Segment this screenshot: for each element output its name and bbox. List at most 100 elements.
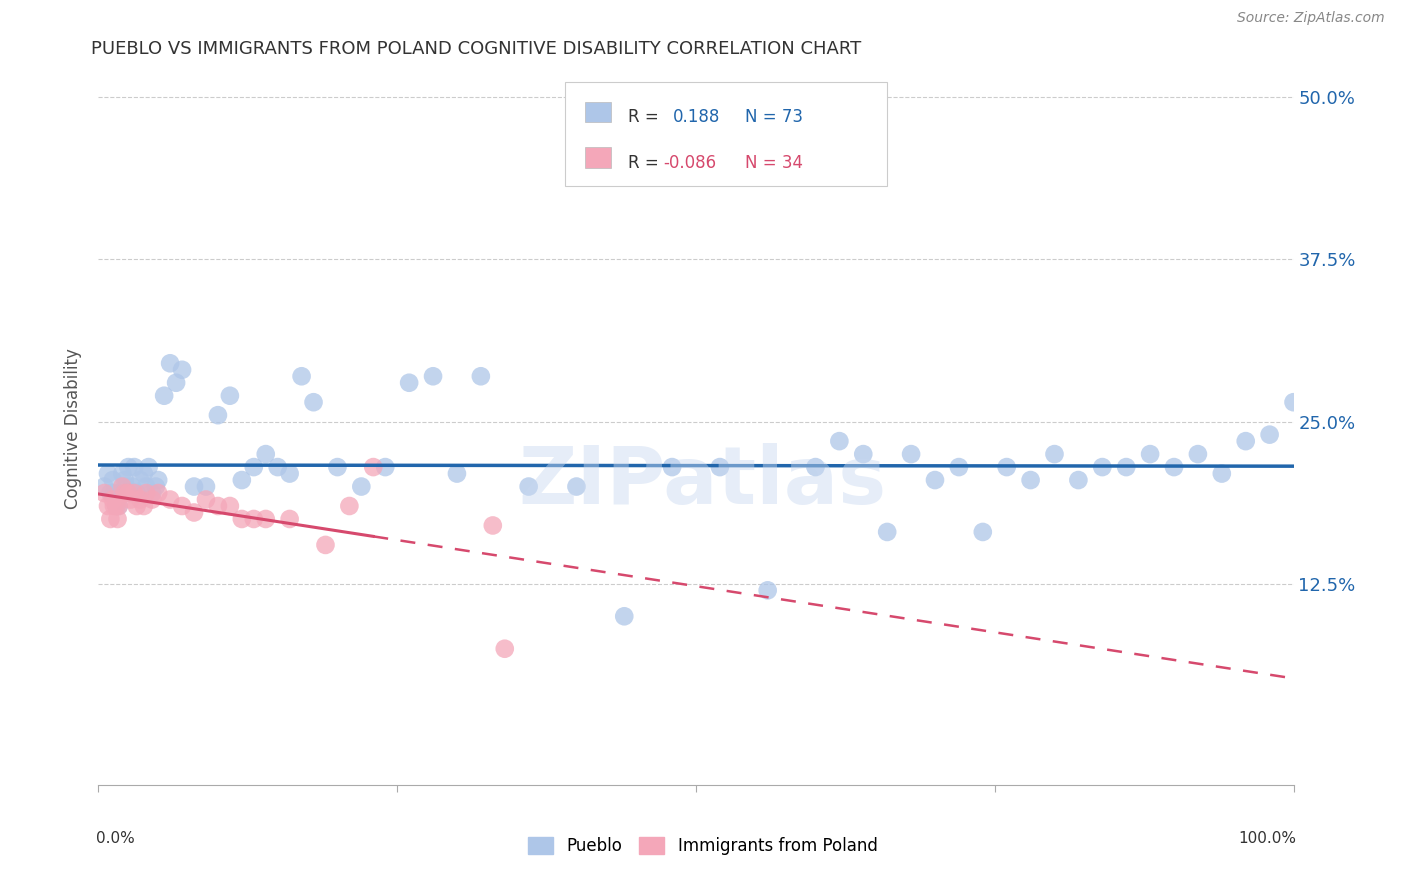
Point [398,376,420,390]
Point [481,518,505,533]
Point [172,363,194,377]
Point [145,479,167,493]
Point [124,486,146,500]
Point [114,473,136,487]
Point [159,356,181,370]
Point [105,499,128,513]
Point [291,369,314,384]
Point [120,486,142,500]
Point [103,486,125,500]
Point [98,512,122,526]
Text: Source: ZipAtlas.com: Source: ZipAtlas.com [1237,12,1385,25]
Point [93,479,115,493]
Point [350,479,373,493]
Point [948,460,970,475]
Point [135,486,157,500]
Point [756,583,779,598]
Point [141,486,163,500]
Legend: Pueblo, Immigrants from Poland: Pueblo, Immigrants from Poland [522,830,884,862]
Point [278,467,301,481]
Point [120,492,142,507]
Point [93,486,115,500]
Point [517,479,540,493]
Point [231,512,253,526]
Point [219,499,242,513]
Point [267,460,290,475]
Point [207,408,229,422]
Point [132,499,155,513]
Point [1139,447,1161,461]
Point [101,492,124,507]
Point [1019,473,1042,487]
Point [804,460,827,475]
Point [254,447,277,461]
Point [183,479,205,493]
Point [278,512,301,526]
Point [107,499,129,513]
Point [101,473,124,487]
Point [254,512,277,526]
Point [1187,447,1209,461]
Point [165,376,187,390]
Point [115,479,138,493]
Text: ZIPatlas: ZIPatlas [519,442,887,521]
Point [132,467,155,481]
Point [117,486,139,500]
Point [565,479,588,493]
Point [339,499,361,513]
Point [153,389,176,403]
Text: -0.086: -0.086 [664,153,717,171]
Point [1043,447,1066,461]
Text: N = 73: N = 73 [745,108,803,127]
Point [117,460,139,475]
Point [124,460,146,475]
Point [108,486,131,500]
Point [183,506,205,520]
Point [243,460,266,475]
Point [1282,395,1305,409]
Point [219,389,242,403]
Text: 100.0%: 100.0% [1237,831,1296,847]
Point [302,395,325,409]
Point [125,499,148,513]
Point [98,486,122,500]
Point [1115,460,1137,475]
Bar [585,102,612,122]
Point [135,479,157,493]
Text: 0.188: 0.188 [673,108,721,127]
Point [231,473,253,487]
Point [148,473,170,487]
Point [121,479,143,493]
Point [1067,473,1090,487]
FancyBboxPatch shape [565,82,887,186]
Y-axis label: Cognitive Disability: Cognitive Disability [65,348,83,508]
Point [494,641,516,656]
Point [105,499,128,513]
Text: 0.0%: 0.0% [96,831,135,847]
Point [1211,467,1233,481]
Point [613,609,636,624]
Point [207,499,229,513]
Point [828,434,851,449]
Point [1234,434,1257,449]
Point [129,492,152,507]
Point [148,486,170,500]
Point [111,467,134,481]
Text: R =: R = [628,108,664,127]
Point [661,460,683,475]
Point [114,486,136,500]
Point [103,499,125,513]
Text: PUEBLO VS IMMIGRANTS FROM POLAND COGNITIVE DISABILITY CORRELATION CHART: PUEBLO VS IMMIGRANTS FROM POLAND COGNITI… [91,40,862,58]
Point [243,512,266,526]
Point [924,473,946,487]
Point [446,467,468,481]
Point [129,473,152,487]
Point [900,447,922,461]
Point [159,492,181,507]
Point [141,492,163,507]
Point [972,524,994,539]
Point [107,492,129,507]
Point [363,460,385,475]
Point [172,499,194,513]
Point [470,369,492,384]
